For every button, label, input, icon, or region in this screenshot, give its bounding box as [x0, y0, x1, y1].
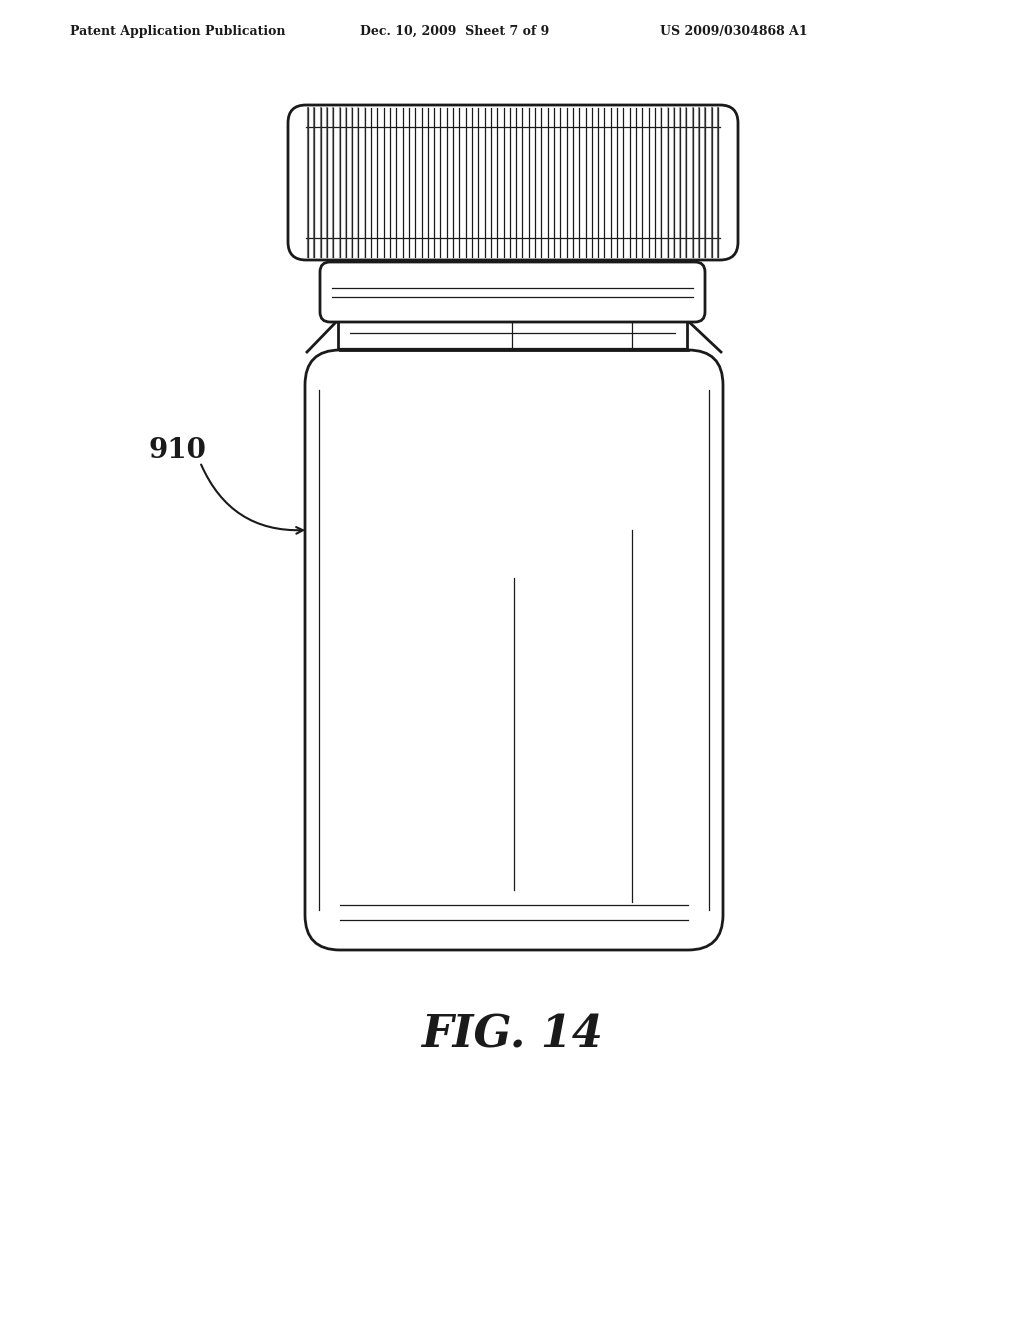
FancyArrowPatch shape [201, 465, 303, 533]
Text: US 2009/0304868 A1: US 2009/0304868 A1 [660, 25, 808, 38]
Text: FIG. 14: FIG. 14 [421, 1014, 603, 1056]
FancyBboxPatch shape [305, 350, 723, 950]
Text: 910: 910 [148, 437, 206, 463]
Text: Dec. 10, 2009  Sheet 7 of 9: Dec. 10, 2009 Sheet 7 of 9 [360, 25, 549, 38]
Text: Patent Application Publication: Patent Application Publication [70, 25, 286, 38]
FancyBboxPatch shape [288, 106, 738, 260]
FancyBboxPatch shape [319, 261, 705, 322]
